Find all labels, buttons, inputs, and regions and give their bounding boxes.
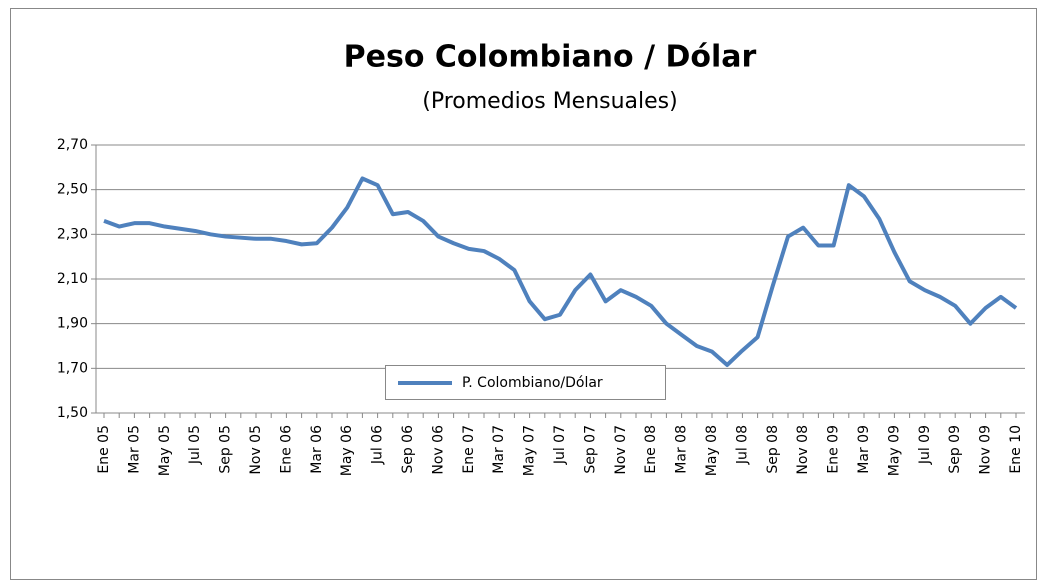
y-tick-label: 2,10 xyxy=(57,271,88,287)
x-tick-label: Sep 08 xyxy=(765,425,781,474)
x-tick-label: Jul 09 xyxy=(917,425,933,465)
x-tick-label: Mar 07 xyxy=(491,425,507,474)
x-tick-label: Ene 05 xyxy=(96,425,112,474)
x-tick-label: May 05 xyxy=(157,425,173,476)
x-tick-label: Mar 09 xyxy=(856,425,872,474)
x-tick-label: Nov 09 xyxy=(978,425,994,475)
x-tick-label: Sep 07 xyxy=(582,425,598,474)
x-tick-label: Nov 05 xyxy=(248,425,264,475)
x-tick-label: Jul 07 xyxy=(552,425,568,465)
x-tick-label: Ene 10 xyxy=(1008,425,1024,474)
x-tick-label: Nov 07 xyxy=(613,425,629,475)
y-tick-label: 2,70 xyxy=(57,137,88,153)
legend-label: P. Colombiano/Dólar xyxy=(462,375,603,391)
x-tick-label: May 08 xyxy=(704,425,720,476)
data-line xyxy=(103,176,1018,367)
x-tick-label: May 09 xyxy=(886,425,902,476)
x-tick-label: May 07 xyxy=(522,425,538,476)
x-tick-label: Ene 09 xyxy=(826,425,842,474)
y-tick-label: 1,90 xyxy=(57,316,88,332)
y-tick-label: 1,70 xyxy=(57,360,88,376)
y-tick-label: 1,50 xyxy=(57,405,88,421)
chart-subtitle: (Promedios Mensuales) xyxy=(422,89,677,114)
x-tick-label: May 06 xyxy=(339,425,355,476)
x-tick-label: Nov 08 xyxy=(795,425,811,475)
x-tick-label: Ene 08 xyxy=(643,425,659,474)
x-tick-label: Mar 06 xyxy=(309,425,325,474)
y-tick-label: 2,30 xyxy=(57,226,88,242)
x-tick-label: Sep 05 xyxy=(218,425,234,474)
chart-frame xyxy=(10,8,1037,580)
x-tick-label: Ene 06 xyxy=(278,425,294,474)
x-tick-label: Jul 06 xyxy=(370,425,386,465)
x-tick-label: Ene 07 xyxy=(461,425,477,474)
x-tick-label: Jul 05 xyxy=(187,425,203,465)
chart-title: Peso Colombiano / Dólar xyxy=(344,40,757,75)
x-tick-label: Jul 08 xyxy=(734,425,750,465)
x-tick-label: Mar 08 xyxy=(674,425,690,474)
x-tick-label: Sep 06 xyxy=(400,425,416,474)
x-tick-label: Nov 06 xyxy=(430,425,446,475)
y-tick-label: 2,50 xyxy=(57,182,88,198)
x-tick-label: Sep 09 xyxy=(947,425,963,474)
x-tick-label: Mar 05 xyxy=(126,425,142,474)
